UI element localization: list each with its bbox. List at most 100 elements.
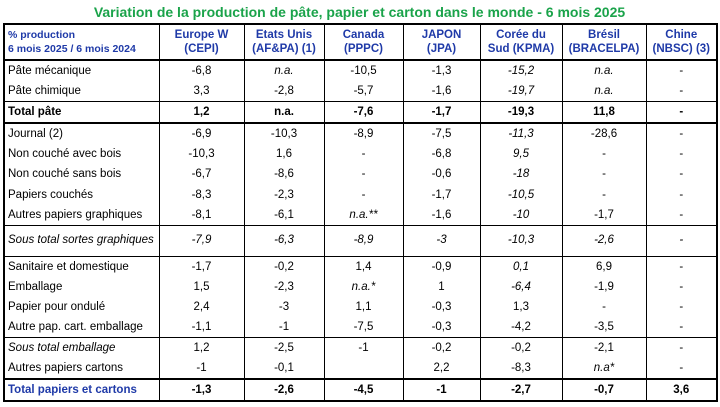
table-cell: -7,6 <box>323 101 403 123</box>
table-cell: -1 <box>158 358 244 380</box>
table-row: Journal (2) -6,9 -10,3 -8,9 -7,5 -11,3 -28,6- <box>4 122 717 144</box>
table-cell: -8,9 <box>323 122 403 144</box>
header-canada: Canada (PPPC) <box>323 24 403 61</box>
table-cell: -1,6 <box>402 204 480 226</box>
row-label: Sous total emballage <box>4 337 159 359</box>
table-cell: - <box>645 184 717 205</box>
table-cell: - <box>645 122 717 144</box>
table-cell: -3 <box>243 297 324 318</box>
table-cell: - <box>645 81 717 102</box>
table-cell: - <box>323 164 403 185</box>
table-cell: -11,3 <box>479 122 562 144</box>
table-cell: 1,1 <box>323 297 403 318</box>
row-label: Non couché avec bois <box>8 148 122 161</box>
table-row: Total papiers et cartons -1,3 -2,6 -4,5 -1 -2… <box>4 378 717 402</box>
table-cell: - <box>323 184 403 205</box>
table-cell: -1,7 <box>561 204 646 226</box>
row-label: Total pâte <box>4 101 159 123</box>
table-cell: - <box>561 184 646 205</box>
table-cell: 1,5 <box>158 276 244 298</box>
table-row: Pâte chimique 3,3 -2,8 -5,7 -1,6 -19,7 n.a. - <box>4 81 717 102</box>
table-row: Autre pap. cart. emballage -1,1 -1 -7,5 -0,3… <box>4 317 717 338</box>
table-cell: 2,4 <box>158 297 244 318</box>
table-cell: 1,6 <box>243 144 324 165</box>
table-cell: -18 <box>479 164 562 185</box>
row-label: Journal (2) <box>4 122 159 144</box>
table-row: Non couché sans bois -6,7 -8,6- -0,6 -18- - <box>4 164 717 185</box>
table-cell: - <box>645 297 717 318</box>
table-cell: -8,6 <box>243 164 324 185</box>
table-cell: 1,3 <box>479 297 562 318</box>
table-row: Non couché avec bois -10,3 1,6- -6,8 9,5- - <box>4 144 717 165</box>
table-cell: - <box>645 60 717 81</box>
table-cell: - <box>323 144 403 165</box>
table-row: Total pâte 1,2 n.a. -7,6 -1,7 -19,3 11,8- <box>4 101 717 123</box>
table-cell: -10,3 <box>243 122 324 144</box>
table-cell: -7,9 <box>158 224 244 257</box>
table-cell: -8,3 <box>479 358 562 380</box>
header-period: % production 6 mois 2025 / 6 mois 2024 <box>4 24 159 61</box>
row-label: Papier pour ondulé <box>8 301 106 314</box>
table-cell: n.a. <box>561 60 646 81</box>
table-cell: -6,4 <box>479 276 562 298</box>
production-table: % production 6 mois 2025 / 6 mois 2024 Eu… <box>3 23 718 403</box>
table-cell: -0,9 <box>402 255 480 277</box>
table-cell: -10,3 <box>479 224 562 257</box>
table-cell: -7,5 <box>402 122 480 144</box>
row-label: Emballage <box>8 281 63 294</box>
header-usa: Etats Unis (AF&PA) (1) <box>243 24 324 61</box>
table-row: Papiers couchés -8,3 -2,3- -1,7 -10,5- - <box>4 184 717 205</box>
table-cell: 3,6 <box>645 378 717 402</box>
table-cell: -1,3 <box>158 378 244 402</box>
table-row: Autres papiers graphiques -8,1 -6,1 n.a.** -… <box>4 204 717 226</box>
table-cell: n.a. <box>243 60 324 81</box>
header-china: Chine (NBSC) (3) <box>645 24 717 61</box>
table-cell: -2,1 <box>561 337 646 359</box>
row-label: Autres papiers cartons <box>8 362 124 375</box>
table-cell: -1,6 <box>402 81 480 102</box>
table-cell: -2,6 <box>561 224 646 257</box>
table-cell: -1 <box>402 378 480 402</box>
table-cell: - <box>645 224 717 257</box>
table-cell: -1,9 <box>561 276 646 298</box>
table-cell: -0,1 <box>243 358 324 380</box>
table-cell: n.a. <box>243 101 324 123</box>
table-cell: -1,7 <box>402 184 480 205</box>
header-europe: Europe W (CEPI) <box>158 24 244 61</box>
row-label: Papiers couchés <box>8 188 94 201</box>
table-cell: - <box>561 164 646 185</box>
row-label: Autres papiers graphiques <box>8 208 143 221</box>
table-cell: -0,7 <box>561 378 646 402</box>
table-row: Sous total sortes graphiques -7,9 -6,3 -8,9… <box>4 224 717 257</box>
table-cell: 1,2 <box>158 101 244 123</box>
table-cell: n.a.** <box>323 204 403 226</box>
table-cell: - <box>561 297 646 318</box>
table-cell: n.a* <box>561 358 646 380</box>
table-cell: -10,5 <box>323 60 403 81</box>
table-row: Autres papiers cartons -1 -0,1 2,2 -8,3 n.a* - <box>4 358 717 380</box>
header-korea: Corée du Sud (KPMA) <box>479 24 562 61</box>
table-cell: - <box>645 144 717 165</box>
table-cell: - <box>645 358 717 380</box>
table-cell: -0,2 <box>243 255 324 277</box>
table-cell: -1,1 <box>158 317 244 338</box>
table-cell: -2,3 <box>243 276 324 298</box>
header-row: % production 6 mois 2025 / 6 mois 2024 Eu… <box>4 24 717 61</box>
table-cell: -4,2 <box>479 317 562 338</box>
table-cell: -1,3 <box>402 60 480 81</box>
table-cell: -8,9 <box>323 224 403 257</box>
table-cell: -2,5 <box>243 337 324 359</box>
table-cell: -15,2 <box>479 60 562 81</box>
table-cell: -4,5 <box>323 378 403 402</box>
table-cell: -28,6 <box>561 122 646 144</box>
table-cell: -5,7 <box>323 81 403 102</box>
table-cell: -1 <box>243 317 324 338</box>
table-cell: - <box>645 164 717 185</box>
row-label: Pâte chimique <box>8 85 81 97</box>
table-cell: - <box>645 276 717 298</box>
table-cell: -10,5 <box>479 184 562 205</box>
table-cell: - <box>645 204 717 226</box>
table-cell: - <box>561 144 646 165</box>
row-label: Non couché sans bois <box>8 168 122 181</box>
table-cell: -2,7 <box>479 378 562 402</box>
